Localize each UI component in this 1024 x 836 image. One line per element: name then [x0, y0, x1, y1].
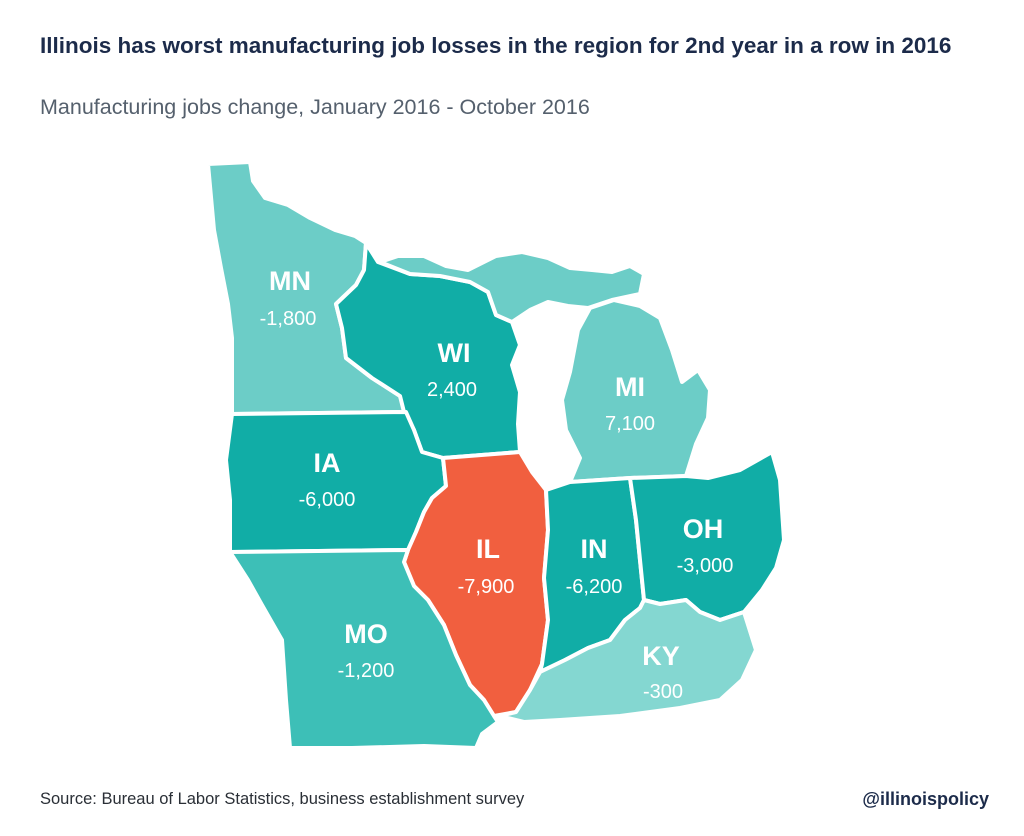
state-shape-oh [628, 450, 786, 622]
chart-title: Illinois has worst manufacturing job los… [40, 33, 952, 58]
state-label-mi: MI [615, 372, 645, 402]
state-value-ia: -6,000 [299, 489, 356, 511]
state-shape-ky [498, 598, 758, 724]
state-value-mo: -1,200 [338, 660, 395, 682]
state-shape-ia [224, 410, 448, 554]
state-value-mn: -1,800 [260, 308, 317, 330]
state-value-il: -7,900 [458, 576, 515, 598]
state-label-wi: WI [438, 338, 471, 368]
state-label-ia: IA [314, 448, 341, 478]
state-label-in: IN [581, 534, 608, 564]
state-value-mi: 7,100 [605, 413, 655, 435]
brand-handle: @illinoispolicy [862, 789, 989, 809]
state-value-oh: -3,000 [677, 555, 734, 577]
state-shape-mi-upper [378, 250, 646, 324]
state-value-ky: -300 [643, 681, 683, 703]
state-label-mn: MN [269, 266, 311, 296]
state-label-il: IL [476, 534, 500, 564]
state-value-in: -6,200 [566, 576, 623, 598]
state-shape-mo [228, 548, 500, 750]
state-label-oh: OH [683, 514, 724, 544]
state-value-wi: 2,400 [427, 379, 477, 401]
state-label-ky: KY [642, 641, 680, 671]
source-note: Source: Bureau of Labor Statistics, busi… [40, 790, 525, 808]
state-label-mo: MO [344, 619, 388, 649]
state-shape-mi-lower [560, 298, 712, 484]
chart-subtitle: Manufacturing jobs change, January 2016 … [40, 95, 590, 119]
